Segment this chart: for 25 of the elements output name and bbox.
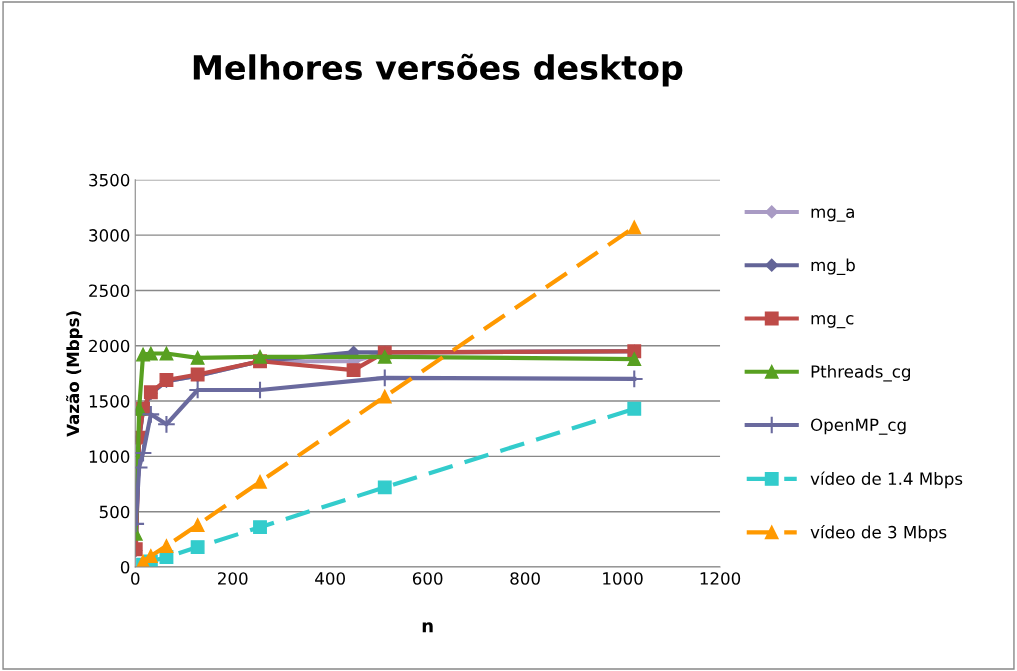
y-tick-label: 1000 (89, 450, 130, 463)
x-tick-label: 1000 (603, 572, 643, 585)
legend-label: mg_b (811, 258, 855, 275)
x-tick-label: 200 (218, 572, 248, 585)
y-axis-title: Vazão (Mbps) (66, 311, 83, 437)
legend-label: vídeo de 1.4 Mbps (810, 471, 963, 489)
y-tick-label: 0 (120, 560, 130, 574)
x-tick-label: 0 (131, 572, 140, 585)
y-tick-label: 500 (99, 505, 130, 519)
x-axis-title: n (422, 622, 433, 633)
y-tick-label: 1500 (89, 395, 130, 408)
x-tick-label: 600 (412, 572, 443, 585)
x-tick-label: 800 (510, 572, 540, 585)
chart-title: Melhores versões desktop (193, 53, 683, 87)
y-tick-label: 2500 (89, 284, 130, 298)
x-tick-label: 400 (315, 572, 345, 585)
legend-label: Pthreads_cg (811, 364, 910, 382)
y-tick-label: 3500 (89, 173, 130, 187)
x-tick-label: 1200 (700, 572, 741, 585)
legend-label: OpenMP_cg (811, 418, 906, 435)
legend-label: mg_a (811, 208, 854, 222)
y-tick-label: 2000 (89, 339, 130, 353)
y-tick-label: 3000 (89, 229, 130, 242)
legend-label: vídeo de 3 Mbps (810, 524, 947, 542)
legend-label: mg_c (811, 314, 854, 329)
